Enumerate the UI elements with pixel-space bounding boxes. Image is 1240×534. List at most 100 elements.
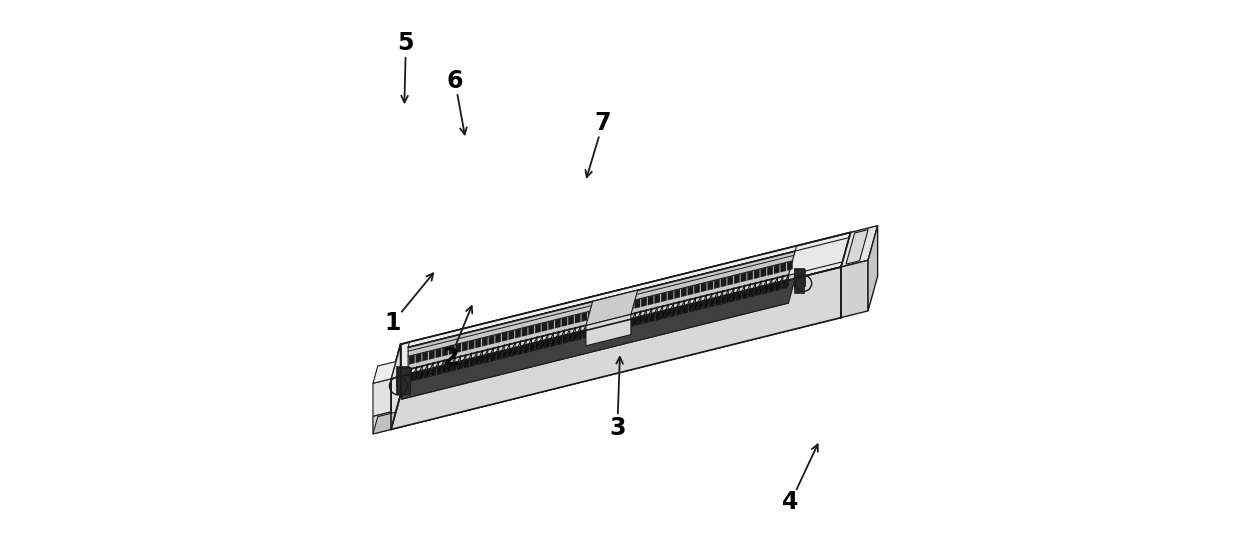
Polygon shape [570, 333, 575, 342]
Polygon shape [577, 331, 582, 333]
Polygon shape [596, 326, 601, 328]
Polygon shape [775, 282, 781, 291]
Polygon shape [608, 305, 614, 308]
Polygon shape [557, 336, 562, 337]
Polygon shape [608, 306, 614, 315]
Polygon shape [754, 270, 760, 271]
Polygon shape [749, 288, 754, 290]
Polygon shape [743, 290, 748, 299]
Polygon shape [630, 318, 635, 327]
Polygon shape [740, 273, 746, 282]
Polygon shape [780, 263, 786, 264]
Polygon shape [769, 283, 774, 285]
Polygon shape [444, 364, 449, 373]
Polygon shape [443, 347, 448, 356]
Polygon shape [681, 288, 687, 297]
Polygon shape [464, 359, 469, 360]
Polygon shape [490, 352, 496, 354]
Text: 1: 1 [384, 311, 401, 335]
Polygon shape [794, 269, 805, 286]
Polygon shape [568, 316, 574, 317]
Polygon shape [734, 274, 739, 276]
Polygon shape [373, 362, 396, 383]
Polygon shape [503, 349, 508, 351]
Polygon shape [489, 335, 495, 337]
Polygon shape [404, 374, 409, 375]
Polygon shape [846, 230, 868, 264]
Polygon shape [401, 275, 789, 376]
Polygon shape [668, 291, 673, 293]
Polygon shape [583, 329, 589, 339]
Polygon shape [528, 326, 534, 335]
Polygon shape [787, 262, 792, 271]
Polygon shape [760, 268, 766, 277]
Text: 5: 5 [398, 32, 414, 56]
Polygon shape [477, 356, 482, 365]
Polygon shape [490, 353, 496, 362]
Polygon shape [510, 348, 516, 349]
Polygon shape [675, 289, 680, 291]
Polygon shape [841, 260, 868, 318]
Polygon shape [503, 349, 508, 358]
Polygon shape [627, 301, 634, 310]
Polygon shape [469, 341, 474, 350]
Polygon shape [424, 369, 429, 371]
Polygon shape [590, 328, 595, 329]
Text: 2: 2 [443, 345, 459, 370]
Polygon shape [621, 302, 627, 304]
Polygon shape [556, 319, 560, 320]
Polygon shape [549, 337, 556, 339]
Polygon shape [557, 336, 562, 345]
Polygon shape [769, 284, 774, 293]
Polygon shape [622, 320, 629, 329]
Polygon shape [438, 366, 443, 375]
Polygon shape [780, 263, 786, 272]
Polygon shape [621, 303, 626, 312]
Polygon shape [668, 291, 673, 300]
Polygon shape [655, 295, 660, 303]
Polygon shape [636, 317, 641, 325]
Polygon shape [760, 268, 766, 270]
Polygon shape [391, 283, 851, 429]
Polygon shape [661, 293, 667, 302]
Polygon shape [582, 312, 587, 314]
Polygon shape [774, 265, 780, 274]
Polygon shape [475, 339, 481, 348]
Polygon shape [635, 299, 640, 301]
Polygon shape [630, 318, 635, 319]
Polygon shape [402, 279, 795, 399]
Polygon shape [775, 281, 781, 283]
Polygon shape [708, 281, 713, 290]
Polygon shape [373, 379, 391, 416]
Polygon shape [548, 321, 554, 330]
Polygon shape [749, 288, 754, 297]
Polygon shape [391, 232, 851, 379]
Polygon shape [508, 331, 515, 332]
Polygon shape [449, 345, 454, 347]
Polygon shape [587, 315, 631, 346]
Polygon shape [497, 351, 502, 352]
Polygon shape [443, 347, 448, 349]
Polygon shape [502, 332, 507, 334]
Polygon shape [782, 280, 787, 289]
Polygon shape [517, 346, 522, 348]
Polygon shape [482, 337, 487, 339]
Polygon shape [397, 375, 409, 394]
Polygon shape [528, 326, 534, 327]
Polygon shape [424, 369, 429, 378]
Polygon shape [642, 315, 649, 316]
Polygon shape [410, 373, 415, 381]
Polygon shape [768, 266, 773, 268]
Polygon shape [415, 354, 422, 363]
Polygon shape [841, 226, 878, 267]
Polygon shape [794, 276, 805, 293]
Polygon shape [537, 341, 542, 350]
Polygon shape [409, 356, 414, 364]
Polygon shape [662, 310, 668, 311]
Polygon shape [590, 328, 595, 337]
Polygon shape [627, 301, 634, 302]
Polygon shape [696, 301, 702, 303]
Polygon shape [696, 302, 701, 311]
Polygon shape [548, 320, 554, 322]
Polygon shape [709, 299, 714, 307]
